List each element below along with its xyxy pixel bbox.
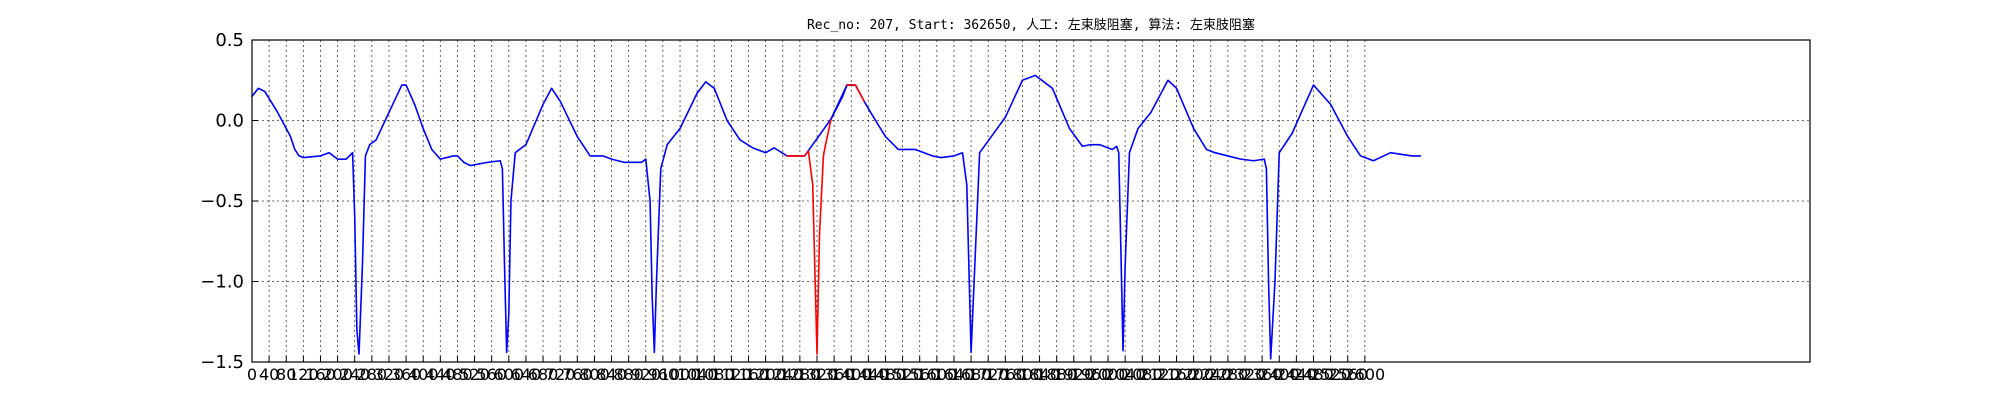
x-tick-label: 1440 (848, 365, 889, 384)
grid-lines (252, 40, 1810, 362)
y-tick-label: −1.5 (200, 352, 244, 373)
x-tick-label: 120 (288, 365, 319, 384)
x-tick-label: 640 (511, 365, 542, 384)
y-tick-label: 0.0 (215, 111, 244, 132)
ecg-series-line-3 (830, 84, 857, 120)
x-tick-label: 0 (247, 365, 257, 384)
x-tick-label: 400 (408, 365, 439, 384)
x-tick-label: 1600 (916, 365, 957, 384)
x-tick-label: 680 (528, 365, 559, 384)
x-tick-label: 2480 (1293, 365, 1334, 384)
x-tick-label: 1160 (728, 365, 769, 384)
x-tick-label: 880 (613, 365, 644, 384)
x-tick-label: 560 (476, 365, 507, 384)
x-tick-label: 1880 (1036, 365, 1077, 384)
x-tick-label: 1920 (1053, 365, 1094, 384)
x-tick-label: 480 (442, 365, 473, 384)
x-tick-label: 1960 (1071, 365, 1112, 384)
x-tick-label: 920 (631, 365, 662, 384)
x-tick-label: 2360 (1242, 365, 1283, 384)
x-tick-label: 1840 (1019, 365, 1060, 384)
x-tick-label: 1800 (1002, 365, 1043, 384)
x-tick-label: 1680 (951, 365, 992, 384)
x-tick-label: 240 (339, 365, 370, 384)
x-tick-label: 1480 (865, 365, 906, 384)
plot-frame (251, 39, 1811, 363)
x-tick-label: 1120 (711, 365, 752, 384)
x-tick-label: 2120 (1139, 365, 1180, 384)
x-tick-label: 440 (425, 365, 456, 384)
x-tick-label: 2560 (1327, 365, 1368, 384)
x-tick-label: 800 (579, 365, 610, 384)
x-tick-label: 2240 (1190, 365, 1231, 384)
x-tick-label: 1080 (694, 365, 735, 384)
ecg-series-line-1 (251, 74, 1422, 360)
x-tick-label: 1360 (814, 365, 855, 384)
x-tick-label: 1400 (831, 365, 872, 384)
x-tick-label: 2080 (1122, 365, 1163, 384)
x-tick-label: 720 (545, 365, 576, 384)
x-tick-label: 2440 (1276, 365, 1317, 384)
x-tick-label: 1720 (968, 365, 1009, 384)
x-tick-label: 2520 (1310, 365, 1351, 384)
x-tick-label: 2600 (1344, 365, 1385, 384)
x-tick-label: 160 (305, 365, 336, 384)
x-tick-label: 1280 (780, 365, 821, 384)
x-tick-label: 1200 (745, 365, 786, 384)
x-tick-label: 1000 (660, 365, 701, 384)
x-tick-label: 1040 (677, 365, 718, 384)
x-tick-label: 520 (459, 365, 490, 384)
x-tick-label: 1240 (762, 365, 803, 384)
data-series (251, 74, 1422, 360)
x-tick-label: 1640 (934, 365, 975, 384)
x-tick-label: 2000 (1088, 365, 1129, 384)
x-tick-label: 1560 (899, 365, 940, 384)
x-tick-label: 80 (276, 365, 296, 384)
x-tick-label: 2400 (1259, 365, 1300, 384)
x-tick-label: 1520 (882, 365, 923, 384)
x-tick-label: 2160 (1156, 365, 1197, 384)
chart-title: Rec_no: 207, Start: 362650, 人工: 左束肢阻塞, 算… (807, 17, 1255, 33)
x-tick-label: 2280 (1208, 365, 1249, 384)
x-tick-label: 320 (374, 365, 405, 384)
x-tick-label: 40 (259, 365, 279, 384)
x-tick-label: 840 (596, 365, 627, 384)
ecg-series-line-2 (786, 118, 832, 355)
x-tick-label: 960 (648, 365, 679, 384)
x-tick-label: 360 (391, 365, 422, 384)
y-tick-label: 0.5 (215, 30, 244, 51)
x-tick-label: 2200 (1173, 365, 1214, 384)
x-tick-label: 1320 (797, 365, 838, 384)
y-tick-label: −1.0 (200, 272, 244, 293)
ecg-series-line-4 (846, 84, 865, 102)
x-tick-label: 1760 (985, 365, 1026, 384)
x-tick-label: 600 (494, 365, 525, 384)
y-tick-label: −0.5 (200, 191, 244, 212)
x-tick-label: 760 (562, 365, 593, 384)
x-tick-label: 2040 (1105, 365, 1146, 384)
x-tick-label: 200 (322, 365, 353, 384)
axes: 0 408012016020024028032036040044048052056… (200, 30, 1811, 384)
x-tick-label: 2320 (1225, 365, 1266, 384)
x-tick-label: 280 (357, 365, 388, 384)
